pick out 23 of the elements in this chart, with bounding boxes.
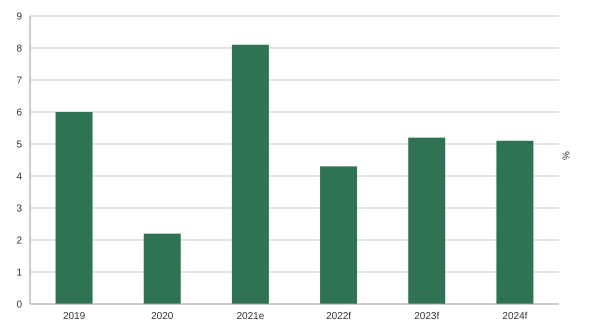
x-tick-label: 2021e [236, 311, 265, 322]
bar [320, 166, 358, 304]
y-tick-label: 3 [16, 204, 22, 215]
x-tick-label: 2022f [326, 311, 352, 322]
x-tick-label: 2019 [62, 311, 86, 322]
y-tick-label: 9 [16, 12, 22, 23]
y-axis-title: % [559, 151, 570, 160]
bar [144, 234, 181, 304]
x-tick-label: 2023f [414, 311, 440, 322]
bar [496, 140, 534, 304]
y-tick-label: 6 [16, 108, 22, 119]
y-tick-label: 2 [16, 236, 22, 247]
y-tick-label: 7 [16, 76, 22, 87]
y-tick-label: 1 [16, 268, 22, 279]
x-tick-label: 2020 [151, 311, 174, 322]
y-tick-label: 4 [16, 172, 22, 183]
y-tick-label: 0 [16, 300, 22, 311]
bar [56, 112, 93, 304]
bar [408, 138, 446, 304]
y-tick-label: 5 [16, 140, 22, 151]
x-tick-label: 2024f [502, 311, 528, 322]
y-tick-label: 8 [16, 44, 22, 55]
bar [232, 44, 269, 304]
